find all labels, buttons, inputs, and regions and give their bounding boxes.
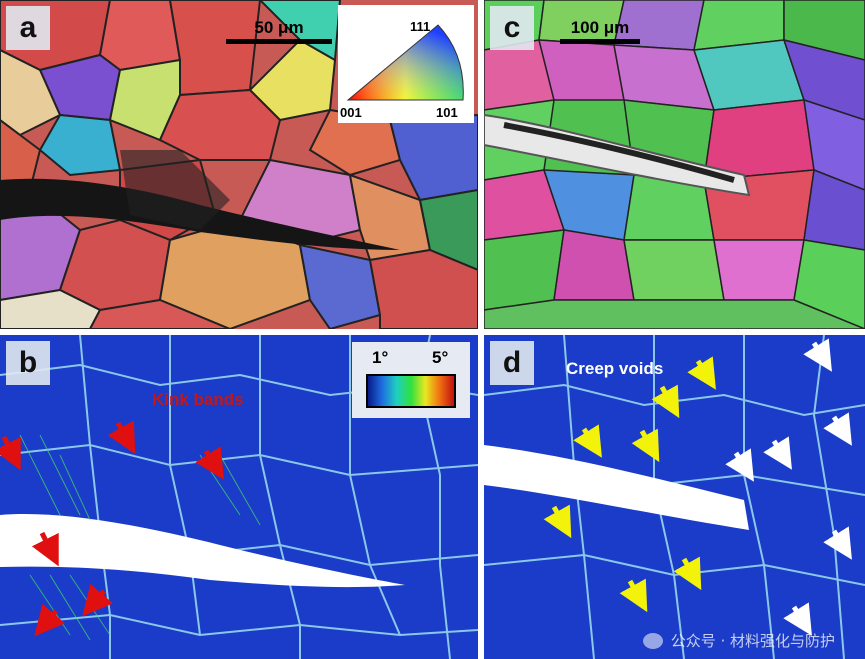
kink-bands-annotation: Kink bands [152,390,244,409]
panel-d-label: d [490,341,534,385]
panel-a-scale-bar: 50 μm [226,18,332,44]
white-arrow [725,448,754,482]
yellow-arrow [687,356,716,390]
kink-band-arrows [0,420,224,637]
colorbar-min-label: 1° [372,348,389,367]
kam-colorbar-legend: 1° 5° [352,342,470,418]
red-arrow [0,435,21,471]
kam-colorbar [366,374,456,408]
ipf-label-001: 001 [340,105,362,120]
creep-voids-annotation: Creep voids [566,359,664,378]
white-arrow [763,436,792,470]
yellow-arrow [573,424,602,458]
red-arrow [195,446,224,480]
white-arrow [823,526,852,560]
red-arrow [82,583,114,617]
void-arrows [543,338,852,636]
wechat-icon [642,632,663,649]
yellow-arrow [651,384,680,419]
red-arrow [31,531,59,567]
yellow-arrow [631,428,660,463]
panel-a-scale-text: 50 μm [254,18,304,37]
yellow-arrow [673,556,702,591]
panel-b-kam-map: b Kink bands 1° 5° [0,335,478,659]
watermark-text: 公众号 · 材料强化与防护 [670,632,835,650]
panel-d-kam-map: d Creep voids 公众号 · 材料强化与防护 [484,335,865,659]
white-arrow [803,338,832,372]
yellow-arrow [619,578,648,613]
panel-a-ipf-map: a 50 μm 111 001 101 [0,0,478,329]
red-arrow [34,603,66,637]
white-arrow [783,602,812,636]
panel-b-label: b [6,341,50,385]
panel-c-ipf-map: c 100 μm [484,0,865,329]
red-arrow [107,420,136,455]
panel-c-scale-bar: 100 μm [560,18,640,44]
panel-a-scale-line [226,39,332,44]
panel-a-label: a [6,6,50,50]
yellow-arrow [543,504,572,539]
white-arrow [823,412,852,446]
ipf-triangle [346,24,464,101]
ipf-color-legend: 111 001 101 [338,5,474,123]
panel-c-image [484,0,865,329]
ipf-label-111: 111 [410,19,431,34]
watermark: 公众号 · 材料强化与防护 [642,630,835,651]
panel-c-scale-text: 100 μm [570,18,630,37]
ipf-label-101: 101 [436,105,458,120]
panel-c-label: c [490,6,534,50]
colorbar-max-label: 5° [432,348,449,367]
panel-c-scale-line [560,39,640,44]
